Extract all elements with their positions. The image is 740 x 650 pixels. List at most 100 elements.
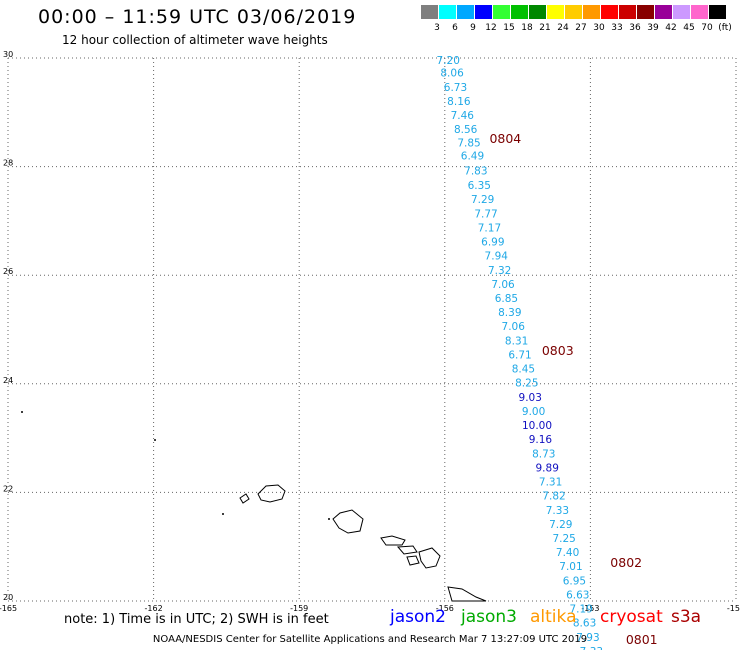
wave-height-label: 7.32 (488, 265, 511, 277)
wave-height-label: 7.06 (491, 279, 515, 291)
pass-time-label: 0803 (542, 343, 574, 358)
credit-line: NOAA/NESDIS Center for Satellite Applica… (152, 634, 588, 645)
wave-height-label: 8.56 (454, 124, 478, 136)
legend-swatch (619, 5, 636, 19)
wave-height-label: 6.85 (495, 293, 518, 305)
island-outline (257, 484, 286, 503)
legend-swatch (475, 5, 492, 19)
wave-height-label: 8.16 (447, 96, 471, 108)
legend-swatch (673, 5, 690, 19)
island-dot (154, 439, 156, 441)
pass-time-label: 0802 (610, 555, 642, 570)
satellite-s3a-label: s3a (671, 607, 702, 627)
wave-height-label: 7.20 (437, 55, 460, 67)
page-subtitle: 12 hour collection of altimeter wave hei… (62, 33, 328, 47)
wave-height-label: 7.31 (539, 477, 562, 489)
legend-swatch (547, 5, 564, 19)
wave-height-label: 6.35 (468, 180, 491, 192)
legend-label: 42 (665, 23, 677, 33)
lon-tick-label: -162 (145, 604, 163, 613)
legend-label: 45 (683, 23, 695, 33)
wave-height-label: 8.45 (512, 364, 535, 376)
wave-height-label: 7.82 (542, 491, 565, 503)
legend-label: 3 (434, 23, 440, 33)
wave-height-label: 6.63 (566, 589, 589, 601)
lon-tick-label: -156 (436, 604, 454, 613)
island-dot (328, 518, 330, 520)
wave-height-label: 7.85 (457, 138, 480, 150)
island-outline (447, 586, 487, 602)
island-dot (222, 513, 224, 515)
wave-height-label: 6.49 (461, 151, 484, 163)
legend-swatch (493, 5, 510, 19)
legend-label: 70 (701, 23, 713, 33)
satellite-altika-label: altika (530, 607, 577, 627)
wave-height-label: 7.17 (478, 222, 501, 234)
wave-height-label: 7.06 (502, 321, 526, 333)
legend-swatch (421, 5, 438, 19)
wave-height-label: 8.06 (440, 68, 464, 80)
wave-height-label: 7.83 (464, 165, 487, 177)
lon-tick-label: -165 (0, 604, 17, 613)
wave-height-label: 7.46 (451, 110, 475, 122)
satellite-tracks: 7.208.06 6.73 8.16 7.46 8.56 7.856.49 7.83 6.35… (437, 55, 604, 650)
satellite-cryosat-label: cryosat (600, 607, 663, 627)
island-outline (406, 555, 420, 566)
lat-tick-label: 24 (3, 376, 13, 385)
legend-label: 24 (557, 23, 569, 33)
lat-tick-label: 26 (3, 267, 13, 276)
lat-tick-label: 20 (3, 593, 13, 602)
legend-label: 21 (539, 23, 551, 33)
wave-height-label: 6.71 (508, 349, 531, 361)
page-title: 00:00 – 11:59 UTC 03/06/2019 (38, 6, 357, 28)
legend-label: 9 (470, 23, 476, 33)
wave-height-label: 7.33 (546, 505, 569, 517)
legend-label: 15 (503, 23, 515, 33)
legend-swatch (457, 5, 474, 19)
wave-height-label: 9.89 (536, 462, 559, 474)
wave-height-label: 8.73 (532, 448, 555, 460)
lat-tick-label: 30 (3, 50, 13, 59)
pass-time-labels: 0804 0803 0802 0801 (489, 131, 657, 647)
lon-tick-label: -153 (581, 604, 599, 613)
wave-height-label: 7.01 (559, 561, 582, 573)
legend-label: 6 (452, 23, 458, 33)
island-outline (418, 547, 441, 569)
hawaiian-islands (21, 411, 487, 602)
legend-label: 18 (521, 23, 533, 33)
legend-swatch (529, 5, 546, 19)
legend-swatch (691, 5, 708, 19)
wave-height-label: 7.40 (556, 547, 579, 559)
lat-tick-label: 28 (3, 159, 13, 168)
satellite-jason2-label: jason2 (390, 607, 446, 627)
legend-swatch (601, 5, 618, 19)
wave-height-label: 8.25 (515, 378, 538, 390)
legend-swatch (439, 5, 456, 19)
pass-time-label: 0801 (626, 632, 658, 647)
wave-height-label: 7.25 (552, 533, 575, 545)
footer-note: note: 1) Time is in UTC; 2) SWH is in fe… (64, 612, 329, 627)
wave-height-label: 7.94 (485, 251, 509, 263)
wave-height-label: 7.93 (576, 632, 599, 644)
legend-label: 36 (629, 23, 641, 33)
island-outline (332, 509, 364, 534)
wave-height-label: 7.29 (549, 519, 572, 531)
wave-height-label: 7.29 (471, 194, 494, 206)
wave-height-label: 9.16 (529, 434, 553, 446)
lat-tick-label: 22 (3, 484, 13, 493)
wave-height-label: 6.99 (481, 237, 504, 249)
lat-lon-grid: 30 28 26 24 22 20 -165 -162 -159 -156 -153 -150 (0, 50, 740, 613)
island-outline (380, 535, 406, 546)
legend-label: 12 (485, 23, 497, 33)
wave-height-label: 9.03 (519, 392, 542, 404)
wave-height-label: 7.77 (474, 208, 497, 220)
legend-label: 30 (593, 23, 605, 33)
lon-tick-label: -150 (727, 604, 740, 613)
legend-swatch (565, 5, 582, 19)
wave-height-label: 6.95 (563, 575, 586, 587)
island-dot (21, 411, 23, 413)
wave-height-label: 8.63 (573, 618, 596, 630)
wave-height-label: 6.73 (444, 82, 467, 94)
